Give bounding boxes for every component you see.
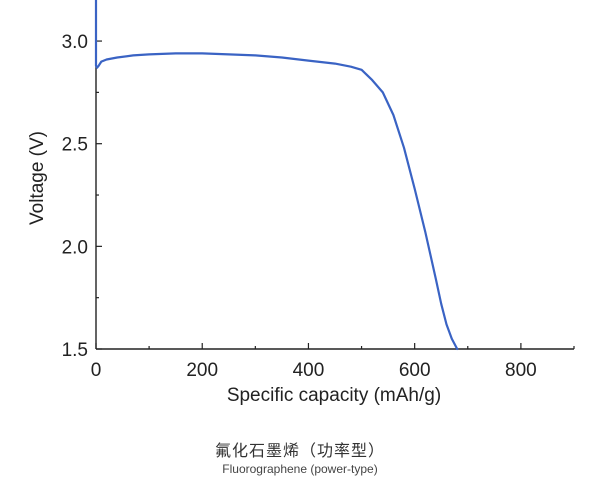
discharge-curve	[94, 0, 459, 351]
y-tick-label: 2.5	[62, 135, 88, 156]
x-tick-label: 600	[399, 360, 431, 381]
y-axis-title: Voltage (V)	[27, 131, 48, 225]
ticks	[95, 40, 575, 350]
x-tick-label: 0	[91, 360, 102, 381]
x-axis-title: Specific capacity (mAh/g)	[227, 385, 441, 406]
figure-caption-chinese: 氟化石墨烯（功率型）	[214, 441, 385, 460]
figure-caption-english: Fluorographene (power-type)	[222, 462, 378, 476]
y-tick-label: 3.0	[62, 32, 88, 53]
x-tick-label: 800	[505, 360, 537, 381]
y-tick-label: 2.0	[62, 237, 88, 258]
x-tick-label: 400	[293, 360, 325, 381]
axes	[95, 0, 574, 350]
x-tick-label: 200	[186, 360, 218, 381]
tick-labels: 0 200 400 600 800 1.5 2.0 2.5 3.0	[62, 32, 537, 381]
y-tick-label: 1.5	[62, 340, 88, 361]
